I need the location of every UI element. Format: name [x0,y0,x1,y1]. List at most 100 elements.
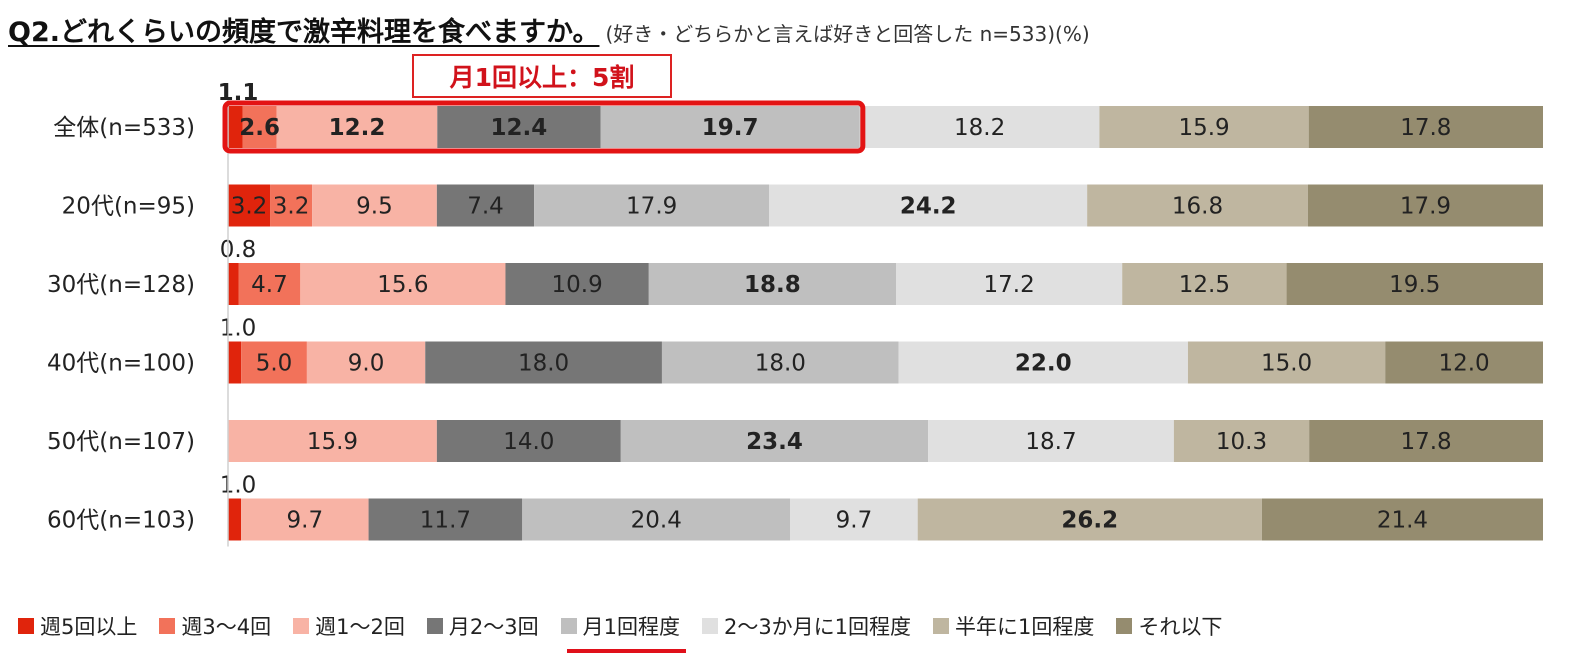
bar-segment [600,106,860,148]
legend-label: 月1回程度 [582,615,680,639]
bar-segment [859,106,1100,148]
legend-swatch [18,618,34,634]
data-label: 17.8 [1400,429,1451,455]
legend-label: 週5回以上 [40,615,138,639]
bar-segment [238,263,301,305]
callout-box: 月1回以上：5割 [412,54,672,98]
data-label: 1.0 [220,316,257,342]
legend-swatch [701,618,718,634]
legend-label: 週1〜2回 [315,615,405,639]
bar-segment [425,341,662,384]
data-label: 11.7 [420,508,471,534]
bar-segment [1286,263,1543,305]
data-label: 16.8 [1172,194,1223,220]
bar-segment [620,420,929,462]
data-label: 17.9 [626,194,677,220]
bar-segment [228,498,242,541]
bar-segment [228,341,242,384]
bar-segment [534,184,770,227]
data-label: 3.2 [273,194,310,220]
chart-subtitle: (好き・どちらかと言えば好きと回答した n=533)(%) [605,22,1090,46]
legend-item: 月1回程度 [560,611,686,653]
chart-legend: 週5回以上 週3〜4回 週1〜2回 月2〜3回 月1回程度 2〜3か月に1回程度 半年に1回… [18,606,1568,653]
bar-segment [505,263,649,305]
title-block: Q2.どれくらいの頻度で激辛料理を食べますか。 (好き・どちらかと言えば好きと回答… [8,10,1090,49]
data-label: 26.2 [1061,508,1118,534]
bar-segment [270,184,313,227]
bar-segment [306,341,426,384]
highlight-box [222,100,866,154]
data-label: 12.2 [329,115,386,141]
data-label: 0.8 [220,237,257,263]
bar-segment [769,184,1088,227]
data-label: 22.0 [1015,351,1072,377]
legend-label: 週3〜4回 [181,615,272,639]
data-label: 18.0 [518,351,569,377]
category-label: 全体(n=533) [53,115,195,141]
data-label: 20.4 [631,508,682,534]
legend-item: 半年に1回程度 [933,611,1094,641]
bar-segment [522,498,791,541]
bar-segment [437,106,601,148]
legend-item: 月2〜3回 [426,611,539,641]
data-label: 15.9 [307,429,358,455]
bar-segment [228,184,271,227]
chart-title: Q2.どれくらいの頻度で激辛料理を食べますか。 [8,17,600,48]
bar-segment [1173,420,1310,462]
category-label: 30代(n=128) [47,272,195,298]
bar-segment [1261,498,1543,541]
legend-swatch [426,618,443,634]
data-label: 18.7 [1025,429,1076,455]
data-label: 15.0 [1261,351,1312,377]
category-label: 40代(n=100) [47,351,195,377]
data-label: 5.0 [256,351,293,377]
bar-segment [228,263,239,305]
legend-item: 週1〜2回 [293,611,405,641]
data-label: 12.4 [491,115,548,141]
bar-segment [241,498,369,541]
data-label: 1.0 [220,473,257,499]
bar-segment [1099,106,1309,148]
bar-segment [312,184,437,227]
legend-swatch [933,618,950,634]
legend-label: 月2〜3回 [448,615,539,639]
bar-segment [1385,341,1543,384]
data-label: 18.8 [744,272,801,298]
data-label: 7.4 [467,194,504,220]
bar-segment [241,341,307,384]
bar-segment [661,341,899,384]
legend-highlight-underline [566,649,686,653]
category-label: 50代(n=107) [47,429,195,455]
data-label: 3.2 [231,194,268,220]
bar-segment [790,498,918,541]
data-label: 10.9 [552,272,603,298]
data-label: 9.7 [287,508,324,534]
legend-swatch [1116,618,1133,634]
bar-segment [368,498,523,541]
legend-item: 週3〜4回 [159,611,271,641]
data-label: 9.7 [836,508,873,534]
bar-segment [276,106,438,148]
data-label: 15.9 [1178,115,1229,141]
data-label: 19.7 [702,115,759,141]
data-label: 18.0 [755,351,806,377]
bar-segment [1307,184,1543,227]
legend-item: それ以下 [1116,611,1222,641]
data-label: 9.0 [348,351,385,377]
legend-label: それ以下 [1138,615,1223,639]
category-label: 20代(n=95) [62,194,195,220]
legend-label: 2〜3か月に1回程度 [723,615,912,639]
legend-swatch [293,618,310,634]
bar-segment [242,106,277,148]
bar-segment [1087,184,1308,227]
legend-item: 2〜3か月に1回程度 [701,611,912,641]
legend-swatch [560,618,577,634]
bar-segment [436,420,621,462]
legend-swatch [159,618,176,634]
bar-segment [228,106,243,148]
stacked-bar-chart: 全体(n=533)1.12.6 12.2 12.4 19.7 18.2 15.9 17.82… [47,80,1543,547]
data-label: 21.4 [1377,508,1428,534]
bar-segment [1308,106,1543,148]
bar-segment [228,420,437,462]
bar-segment [1122,263,1287,305]
